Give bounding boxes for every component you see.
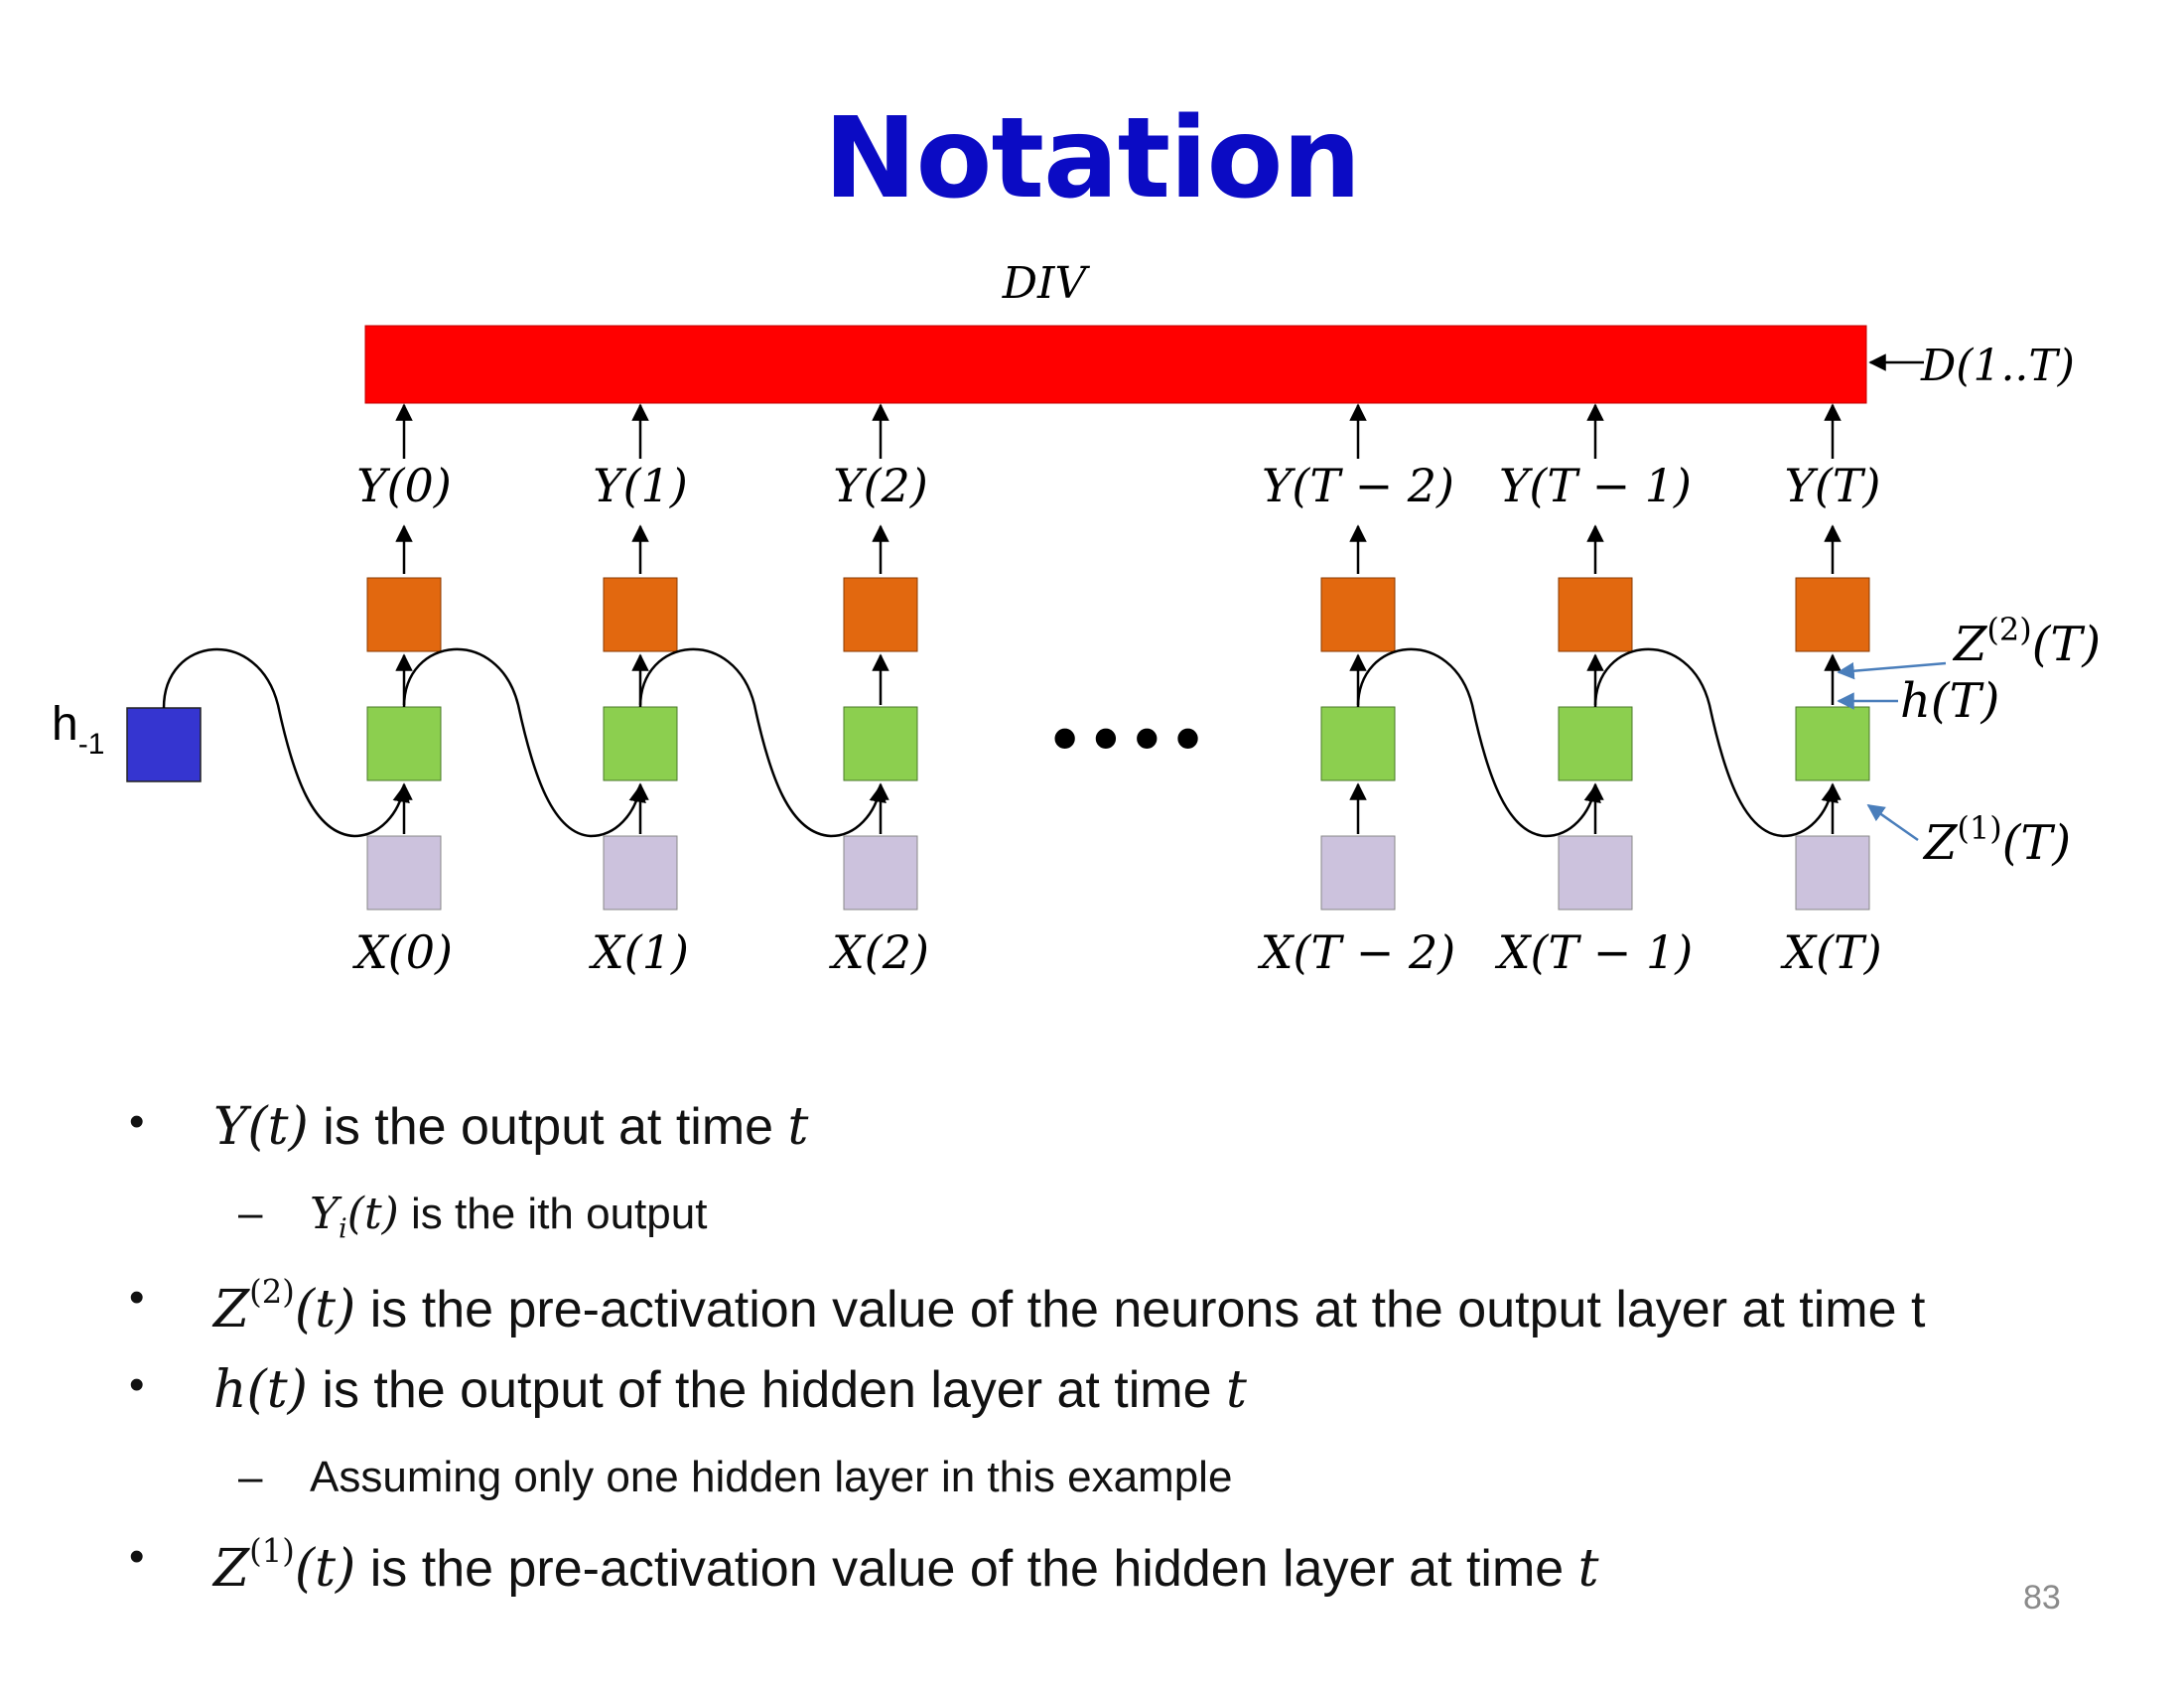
output-neuron-box xyxy=(1795,577,1870,652)
input-box xyxy=(1320,835,1396,911)
recurrent-connection xyxy=(1356,647,1601,838)
hidden-neuron-box xyxy=(603,706,678,781)
input-box xyxy=(603,835,678,911)
input-box xyxy=(366,835,442,911)
y-label: Y(T − 2) xyxy=(1262,459,1454,512)
time-step-column: Y(2) X(2) xyxy=(829,403,929,979)
h-minus1-box xyxy=(126,707,202,782)
input-box xyxy=(1795,835,1870,911)
div-bar xyxy=(364,325,1867,404)
x-label: X(2) xyxy=(829,925,929,979)
recurrent-connection xyxy=(1593,647,1839,838)
time-step-column: Y(T − 2) X(T − 2) xyxy=(1258,403,1455,979)
recurrent-connection xyxy=(162,647,410,838)
time-step-column: Y(T − 1) X(T − 1) xyxy=(1495,403,1693,979)
x-label: X(T − 2) xyxy=(1258,925,1455,979)
y-label: Y(1) xyxy=(593,459,688,512)
recurrent-connection xyxy=(402,647,646,838)
y-label: Y(2) xyxy=(833,459,928,512)
hidden-neuron-box xyxy=(1558,706,1633,781)
output-neuron-box xyxy=(1320,577,1396,652)
x-label: X(T) xyxy=(1780,925,1881,979)
hidden-neuron-box xyxy=(366,706,442,781)
annotation-z1: Z(1)(T) xyxy=(1922,809,2071,871)
input-box xyxy=(1558,835,1633,911)
time-step-column: Y(T) X(T) xyxy=(1780,403,1882,979)
output-neuron-box xyxy=(1558,577,1633,652)
time-step-column: Y(0) X(0) xyxy=(352,403,453,979)
recurrent-connection xyxy=(638,647,887,838)
time-step-column: Y(1) X(1) xyxy=(589,403,689,979)
hidden-neuron-box xyxy=(1795,706,1870,781)
output-neuron-box xyxy=(603,577,678,652)
x-label: X(0) xyxy=(352,925,453,979)
x-label: X(1) xyxy=(589,925,689,979)
y-label: Y(T) xyxy=(1785,459,1881,512)
ellipsis: •••• xyxy=(1044,700,1208,781)
div-label: DIV xyxy=(1002,258,1091,309)
annotation-z1-arrow xyxy=(1866,803,1919,842)
x-label: X(T − 1) xyxy=(1495,925,1693,979)
hidden-neuron-box xyxy=(1320,706,1396,781)
y-label: Y(T − 1) xyxy=(1499,459,1692,512)
slide-title: Notation xyxy=(823,94,1361,223)
y-label: Y(0) xyxy=(356,459,452,512)
h-minus1-label: h-1 xyxy=(52,698,104,761)
annotation-z2-arrow xyxy=(1837,661,1947,680)
rnn-diagram: DIV D(1..T) h-1 •••• Y(0) X(0) Y(1) X(1) Y(2… xyxy=(52,258,2101,979)
input-box xyxy=(843,835,918,911)
annotation-z2: Z(2)(T) xyxy=(1952,611,2101,672)
output-neuron-box xyxy=(843,577,918,652)
annotation-h: h(T) xyxy=(1900,673,1999,729)
output-neuron-box xyxy=(366,577,442,652)
page-number: 83 xyxy=(2023,1579,2061,1617)
d-label: D(1..T) xyxy=(1920,341,2075,391)
hidden-neuron-box xyxy=(843,706,918,781)
